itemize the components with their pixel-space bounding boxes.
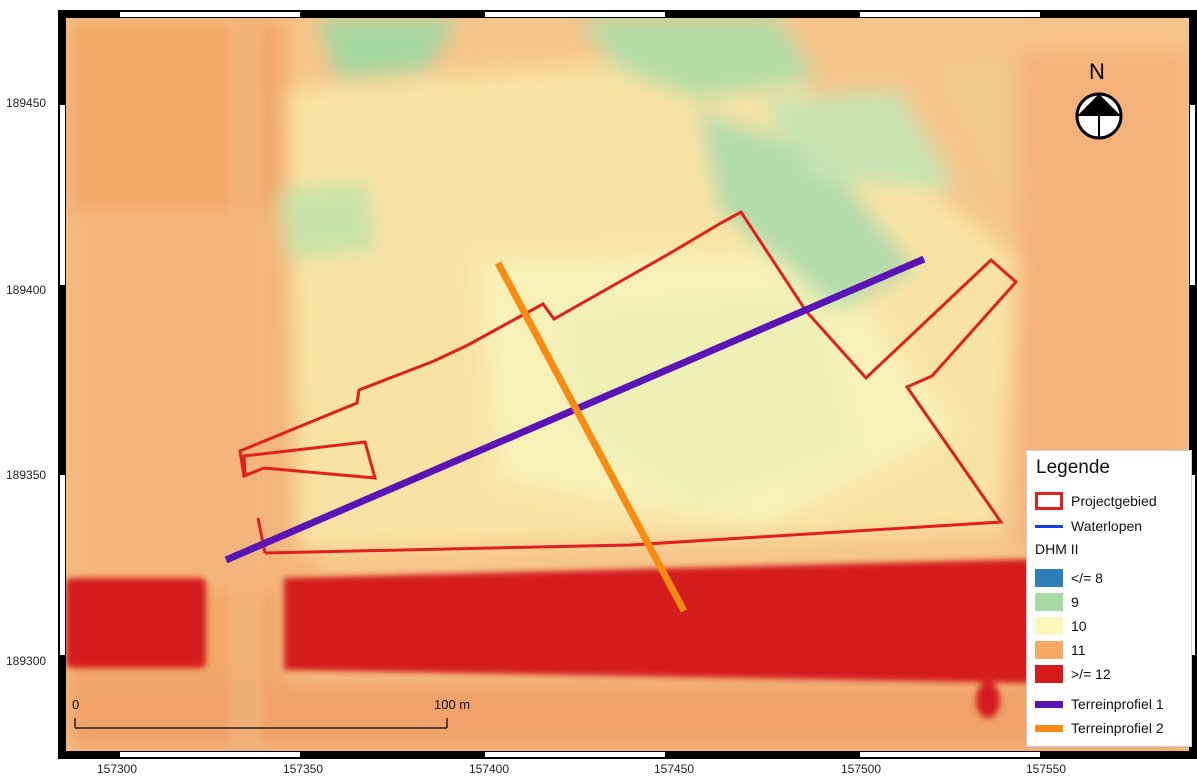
x-tick-label: 157450 bbox=[653, 762, 695, 776]
scale-bar bbox=[74, 718, 448, 729]
north-arrow-icon bbox=[1075, 92, 1123, 140]
y-tick-label: 189350 bbox=[6, 468, 47, 482]
x-tick-label: 157550 bbox=[1025, 762, 1067, 776]
legend-label: 11 bbox=[1071, 642, 1086, 658]
class-swatch bbox=[1035, 617, 1063, 635]
class-swatch bbox=[1035, 641, 1063, 659]
profile-2-line bbox=[494, 261, 688, 613]
class-swatch bbox=[1035, 569, 1063, 587]
x-tick-label: 157300 bbox=[96, 762, 138, 776]
map-frame bbox=[58, 10, 1197, 759]
legend-label: </= 8 bbox=[1071, 570, 1103, 586]
y-tick-label: 189450 bbox=[6, 96, 47, 110]
legend-label: Terreinprofiel 1 bbox=[1071, 696, 1164, 712]
legend-label: 9 bbox=[1071, 594, 1079, 610]
legend-title: Legende bbox=[1036, 457, 1110, 478]
legend-label: Projectgebied bbox=[1071, 493, 1157, 509]
legend-dem-title: DHM II bbox=[1035, 541, 1079, 557]
waterways-swatch bbox=[1035, 525, 1063, 528]
legend-label: Terreinprofiel 2 bbox=[1071, 720, 1164, 736]
scale-end-label: 100 m bbox=[434, 697, 471, 712]
legend-label: 10 bbox=[1071, 618, 1087, 634]
x-tick-label: 157350 bbox=[282, 762, 324, 776]
profile-1-swatch bbox=[1035, 701, 1063, 708]
y-tick-label: 189400 bbox=[6, 283, 47, 297]
scale-start-label: 0 bbox=[72, 697, 80, 712]
elevation-map[interactable] bbox=[58, 10, 1197, 759]
y-tick-label: 189300 bbox=[6, 654, 47, 668]
north-label: N bbox=[1089, 59, 1105, 84]
legend-label: >/= 12 bbox=[1071, 666, 1111, 682]
x-tick-label: 157400 bbox=[468, 762, 510, 776]
class-swatch bbox=[1035, 593, 1063, 611]
legend-label: Waterlopen bbox=[1071, 518, 1143, 534]
legend: Legende Projectgebied Waterlopen DHM II … bbox=[1026, 450, 1192, 747]
class-swatch bbox=[1035, 665, 1063, 683]
profile-2-swatch bbox=[1035, 725, 1063, 732]
x-tick-label: 157500 bbox=[840, 762, 882, 776]
project-area-swatch bbox=[1035, 492, 1063, 510]
